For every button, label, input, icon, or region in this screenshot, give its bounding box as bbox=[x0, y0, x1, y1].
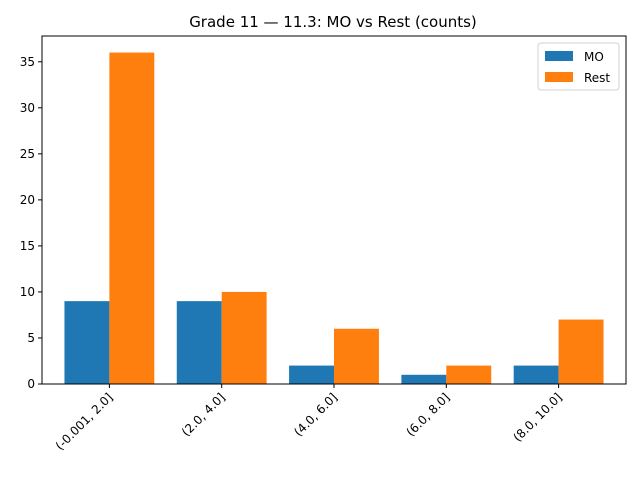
legend-swatch-rest bbox=[545, 72, 573, 82]
legend-label-rest: Rest bbox=[584, 71, 610, 85]
x-tick-label: (-0.001, 2.0] bbox=[53, 390, 116, 453]
bar-rest-1 bbox=[221, 291, 267, 384]
bar-rest-4 bbox=[558, 319, 604, 384]
x-tick-label: (6.0, 8.0] bbox=[404, 390, 453, 439]
x-tick-label: (4.0, 6.0] bbox=[291, 390, 340, 439]
bars-group bbox=[64, 52, 604, 384]
bar-rest-2 bbox=[334, 328, 379, 384]
bar-mo-0 bbox=[64, 301, 110, 384]
y-tick-label: 0 bbox=[27, 377, 35, 391]
legend: MO Rest bbox=[537, 42, 620, 91]
y-tick-label: 15 bbox=[20, 239, 35, 253]
x-tick-label: (2.0, 4.0] bbox=[179, 390, 228, 439]
bar-mo-2 bbox=[289, 365, 334, 384]
plot-frame bbox=[41, 35, 627, 385]
bar-mo-4 bbox=[513, 365, 559, 384]
y-tick-label: 30 bbox=[20, 101, 35, 115]
bar-mo-1 bbox=[176, 301, 222, 384]
x-tick-label: (8.0, 10.0] bbox=[510, 390, 564, 444]
bar-rest-3 bbox=[446, 365, 492, 384]
y-tick-label: 35 bbox=[20, 55, 35, 69]
y-tick-label: 25 bbox=[20, 147, 35, 161]
bar-rest-0 bbox=[109, 52, 155, 384]
legend-label-mo: MO bbox=[584, 50, 604, 64]
x-axis: (-0.001, 2.0] (2.0, 4.0] (4.0, 6.0] (6.0, 8… bbox=[53, 384, 565, 453]
chart-title: Grade 11 — 11.3: MO vs Rest (counts) bbox=[189, 13, 477, 31]
y-axis: 0 5 10 15 20 25 30 35 bbox=[20, 55, 42, 391]
y-tick-label: 10 bbox=[20, 285, 35, 299]
legend-swatch-mo bbox=[545, 51, 573, 61]
bar-mo-3 bbox=[401, 374, 447, 384]
y-tick-label: 5 bbox=[27, 331, 35, 345]
y-tick-label: 20 bbox=[20, 193, 35, 207]
